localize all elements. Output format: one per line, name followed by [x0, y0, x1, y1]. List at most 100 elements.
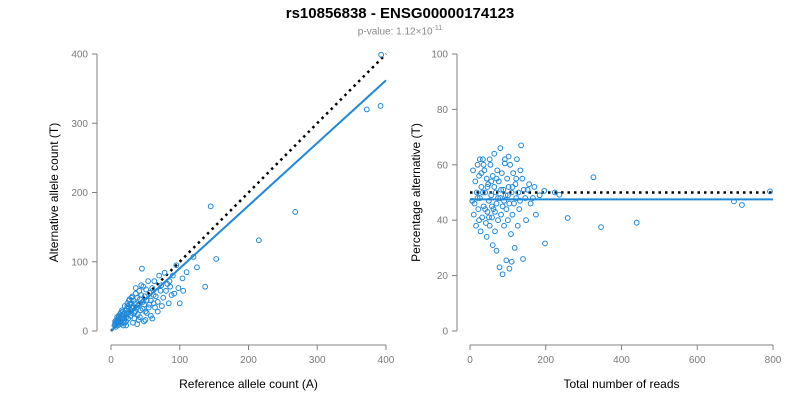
right-y-tick-label: 40 [437, 216, 449, 227]
right-data-point [475, 206, 482, 213]
left-x-tick-label: 200 [240, 355, 257, 366]
left-data-point [121, 303, 128, 309]
left-data-point [207, 203, 214, 210]
pvalue-subtitle: p-value: 1.12×10-11 [0, 25, 800, 37]
right-data-point [504, 175, 511, 182]
right-data-point [516, 206, 523, 213]
left-data-point [139, 265, 145, 272]
right-data-point [478, 184, 485, 190]
right-x-axis-label: Total number of reads [563, 377, 679, 391]
left-y-axis-label: Alternative allele count (T) [47, 123, 61, 262]
right-data-point [501, 160, 508, 167]
left-data-point [136, 314, 143, 321]
left-data-point [363, 106, 370, 113]
right-data-point [511, 245, 518, 251]
left-data-point [255, 237, 262, 244]
left-data-point [154, 308, 161, 315]
left-data-point [147, 312, 154, 319]
right-data-point [499, 203, 506, 210]
right-data-point [514, 156, 520, 163]
left-data-point [123, 322, 130, 329]
right-data-point [494, 167, 501, 174]
right-data-point [506, 200, 513, 207]
right-data-point [520, 186, 527, 193]
left-data-point [158, 282, 165, 289]
right-data-point [499, 271, 506, 278]
left-data-point [168, 292, 175, 298]
right-data-point [498, 170, 505, 177]
left-data-point [157, 287, 164, 294]
right-data-point [509, 184, 516, 190]
left-data-point [132, 285, 139, 291]
left-data-point [167, 283, 174, 290]
left-y-tick-label: 400 [71, 50, 88, 61]
right-data-point [767, 188, 773, 195]
right-y-tick-label: 80 [437, 105, 449, 116]
left-data-point [171, 290, 178, 297]
right-data-point [508, 189, 515, 196]
right-data-point [502, 192, 509, 199]
right-y-tick-label: 100 [431, 50, 448, 61]
right-data-point [598, 224, 604, 231]
right-data-point [487, 161, 494, 168]
left-data-point [136, 296, 143, 303]
left-data-point [130, 319, 136, 326]
right-data-point [486, 197, 492, 204]
right-data-point [481, 167, 488, 174]
right-data-point [473, 189, 480, 196]
left-y-tick-label: 200 [71, 188, 88, 199]
right-data-point [489, 172, 496, 179]
right-data-point [739, 202, 745, 208]
right-data-point [512, 181, 519, 188]
left-y-tick-label: 100 [71, 257, 88, 268]
left-data-point [292, 208, 299, 215]
left-data-point [151, 278, 158, 285]
right-data-point [490, 206, 497, 213]
left-data-point [149, 315, 156, 322]
right-x-tick-label: 0 [467, 355, 473, 366]
right-data-point [479, 214, 486, 221]
right-data-point [486, 156, 493, 163]
right-data-point [498, 211, 504, 218]
right-data-point [474, 161, 481, 168]
right-data-point [480, 203, 487, 210]
right-data-point [523, 217, 529, 224]
right-data-point [493, 200, 500, 207]
right-data-point [633, 219, 640, 226]
right-data-point [489, 203, 495, 210]
right-data-point [520, 256, 526, 262]
right-data-point [473, 222, 479, 229]
right-data-point [488, 178, 495, 185]
left-y-tick-label: 300 [71, 119, 88, 130]
right-data-point [482, 189, 489, 196]
left-data-point [132, 290, 139, 297]
left-y-tick-label: 0 [82, 327, 88, 338]
right-y-axis-label: Percentage alternative (T) [409, 123, 423, 262]
left-data-point [183, 269, 190, 276]
right-data-point [474, 195, 481, 201]
right-data-point [506, 265, 513, 272]
right-data-point [504, 192, 511, 199]
left-data-point [176, 300, 183, 307]
right-data-point [509, 211, 516, 218]
right-data-point [491, 184, 498, 190]
left-data-point [139, 305, 146, 312]
right-data-point [492, 208, 498, 215]
left-data-point [194, 264, 200, 271]
left-data-point [377, 103, 384, 109]
right-data-point [470, 167, 476, 174]
left-data-point [156, 272, 163, 279]
right-data-point [536, 192, 543, 199]
left-data-point [141, 318, 147, 325]
pvalue-text: p-value: 1.12×10 [357, 26, 433, 38]
right-x-tick-label: 800 [765, 355, 782, 366]
left-data-point [152, 304, 158, 311]
left-data-point [120, 322, 127, 329]
right-data-point [531, 184, 538, 190]
left-data-point [163, 287, 169, 294]
left-data-point [135, 317, 142, 323]
right-data-point [495, 195, 501, 201]
right-data-point [519, 175, 526, 182]
right-data-point [504, 217, 511, 224]
right-data-point [476, 195, 483, 201]
